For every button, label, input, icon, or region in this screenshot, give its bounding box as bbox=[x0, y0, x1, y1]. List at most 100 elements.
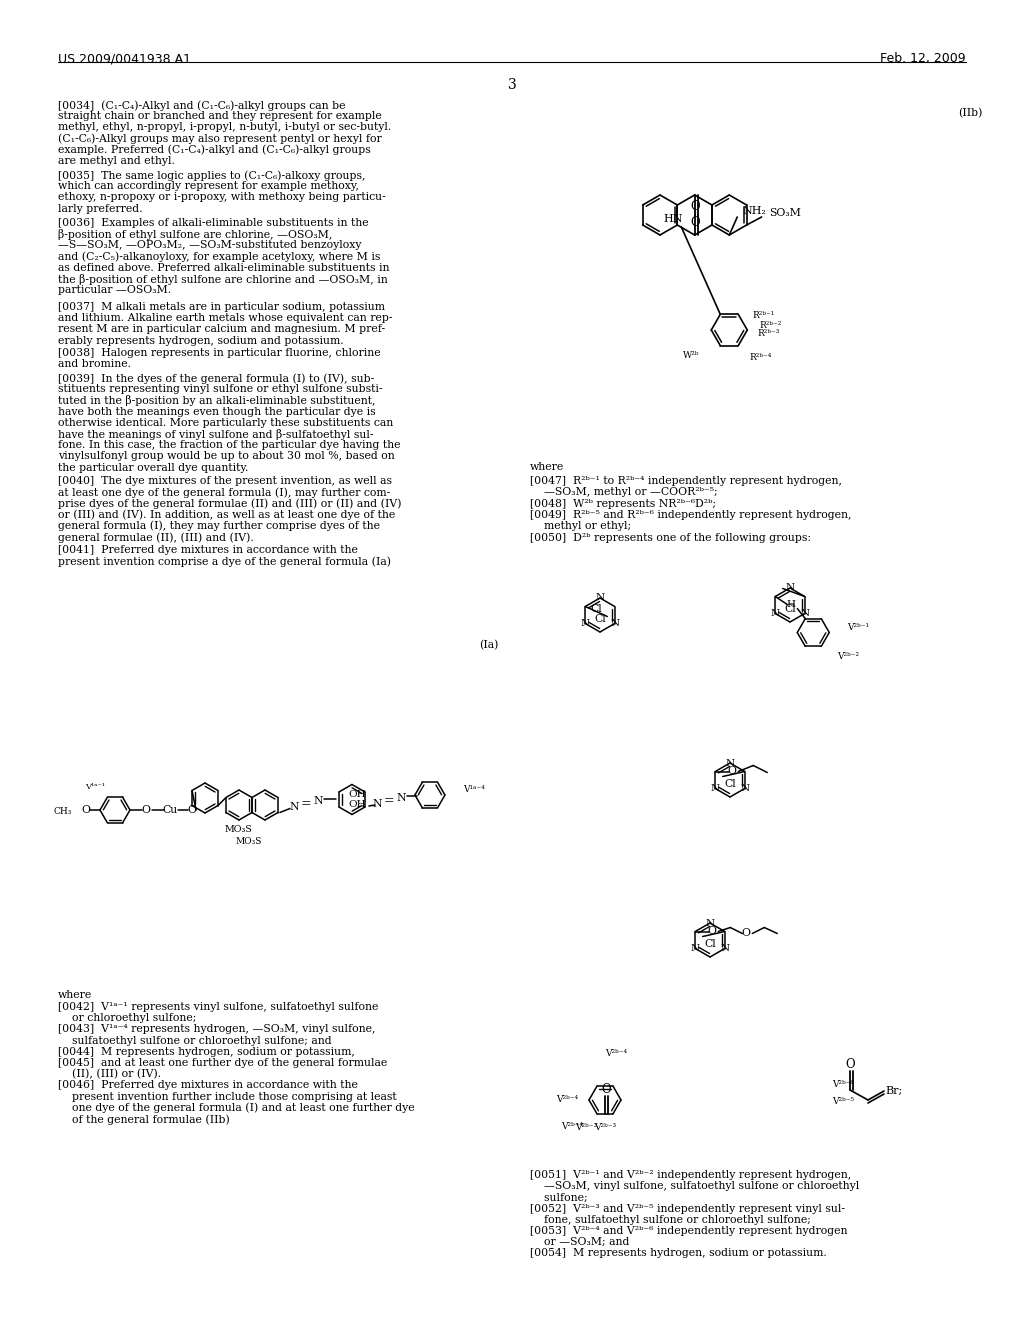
Text: fone. In this case, the fraction of the particular dye having the: fone. In this case, the fraction of the … bbox=[58, 440, 400, 450]
Text: the β-position of ethyl sulfone are chlorine and —OSO₃M, in: the β-position of ethyl sulfone are chlo… bbox=[58, 275, 388, 285]
Text: larly preferred.: larly preferred. bbox=[58, 203, 142, 214]
Text: H: H bbox=[786, 601, 796, 609]
Text: [0054]  M represents hydrogen, sodium or potassium.: [0054] M represents hydrogen, sodium or … bbox=[530, 1249, 826, 1258]
Text: stituents representing vinyl sulfone or ethyl sulfone substi-: stituents representing vinyl sulfone or … bbox=[58, 384, 383, 395]
Text: which can accordingly represent for example methoxy,: which can accordingly represent for exam… bbox=[58, 181, 359, 191]
Text: V²ᵇ⁻⁴: V²ᵇ⁻⁴ bbox=[556, 1096, 579, 1105]
Text: =: = bbox=[384, 795, 394, 808]
Text: general formula (I), they may further comprise dyes of the: general formula (I), they may further co… bbox=[58, 521, 380, 532]
Text: one dye of the general formula (I) and at least one further dye: one dye of the general formula (I) and a… bbox=[58, 1102, 415, 1113]
Text: example. Preferred (C₁-C₄)-alkyl and (C₁-C₆)-alkyl groups: example. Preferred (C₁-C₄)-alkyl and (C₁… bbox=[58, 145, 371, 156]
Text: and (C₂-C₅)-alkanoyloxy, for example acetyloxy, where M is: and (C₂-C₅)-alkanoyloxy, for example ace… bbox=[58, 252, 380, 263]
Text: (IIb): (IIb) bbox=[958, 108, 982, 119]
Text: straight chain or branched and they represent for example: straight chain or branched and they repr… bbox=[58, 111, 382, 121]
Text: V²ᵇ⁻²: V²ᵇ⁻² bbox=[838, 652, 859, 661]
Text: [0043]  V¹ᵃ⁻⁴ represents hydrogen, —SO₃M, vinyl sulfone,: [0043] V¹ᵃ⁻⁴ represents hydrogen, —SO₃M,… bbox=[58, 1024, 376, 1035]
Text: O: O bbox=[708, 927, 717, 936]
Text: are methyl and ethyl.: are methyl and ethyl. bbox=[58, 156, 175, 166]
Text: [0048]  W²ᵇ represents NR²ᵇ⁻⁶D²ᵇ;: [0048] W²ᵇ represents NR²ᵇ⁻⁶D²ᵇ; bbox=[530, 499, 716, 510]
Text: [0039]  In the dyes of the general formula (I) to (IV), sub-: [0039] In the dyes of the general formul… bbox=[58, 374, 374, 384]
Text: present invention further include those comprising at least: present invention further include those … bbox=[58, 1092, 396, 1102]
Text: 3: 3 bbox=[508, 78, 516, 92]
Text: N: N bbox=[581, 619, 590, 628]
Text: V²ᵇ⁻⁴: V²ᵇ⁻⁴ bbox=[561, 1122, 583, 1131]
Text: O: O bbox=[691, 216, 700, 230]
Text: CH₃: CH₃ bbox=[53, 808, 72, 817]
Text: N: N bbox=[800, 609, 809, 618]
Text: Feb. 12, 2009: Feb. 12, 2009 bbox=[881, 51, 966, 65]
Text: tuted in the β-position by an alkali-eliminable substituent,: tuted in the β-position by an alkali-eli… bbox=[58, 396, 376, 407]
Text: methyl or ethyl;: methyl or ethyl; bbox=[530, 521, 631, 531]
Text: =: = bbox=[301, 797, 311, 810]
Text: [0036]  Examples of alkali-eliminable substituents in the: [0036] Examples of alkali-eliminable sub… bbox=[58, 218, 369, 228]
Text: N: N bbox=[396, 793, 406, 803]
Text: (C₁-C₆)-Alkyl groups may also represent pentyl or hexyl for: (C₁-C₆)-Alkyl groups may also represent … bbox=[58, 133, 382, 144]
Text: [0047]  R²ᵇ⁻¹ to R²ᵇ⁻⁴ independently represent hydrogen,: [0047] R²ᵇ⁻¹ to R²ᵇ⁻⁴ independently repr… bbox=[530, 477, 842, 486]
Text: O: O bbox=[728, 767, 737, 776]
Text: ethoxy, n-propoxy or i-propoxy, with methoxy being particu-: ethoxy, n-propoxy or i-propoxy, with met… bbox=[58, 193, 386, 202]
Text: HN: HN bbox=[664, 214, 683, 224]
Text: [0035]  The same logic applies to (C₁-C₆)-alkoxy groups,: [0035] The same logic applies to (C₁-C₆)… bbox=[58, 170, 366, 181]
Text: N: N bbox=[610, 619, 620, 628]
Text: methyl, ethyl, n-propyl, i-propyl, n-butyl, i-butyl or sec-butyl.: methyl, ethyl, n-propyl, i-propyl, n-but… bbox=[58, 123, 391, 132]
Text: sulfone;: sulfone; bbox=[530, 1192, 588, 1203]
Text: MO₃S: MO₃S bbox=[236, 837, 262, 846]
Text: W²ᵇ: W²ᵇ bbox=[683, 351, 699, 360]
Text: O: O bbox=[187, 805, 197, 814]
Text: N: N bbox=[289, 801, 299, 812]
Text: R²ᵇ⁻²: R²ᵇ⁻² bbox=[759, 322, 781, 330]
Text: of the general formulae (IIb): of the general formulae (IIb) bbox=[58, 1114, 229, 1125]
Text: O: O bbox=[601, 1084, 610, 1097]
Text: or chloroethyl sulfone;: or chloroethyl sulfone; bbox=[58, 1014, 197, 1023]
Text: V²ᵇ⁻⁶: V²ᵇ⁻⁶ bbox=[831, 1080, 854, 1089]
Text: V²ᵇ⁻³: V²ᵇ⁻³ bbox=[574, 1123, 597, 1133]
Text: V¹ᵃ⁻¹: V¹ᵃ⁻¹ bbox=[85, 783, 105, 791]
Text: [0051]  V²ᵇ⁻¹ and V²ᵇ⁻² independently represent hydrogen,: [0051] V²ᵇ⁻¹ and V²ᵇ⁻² independently rep… bbox=[530, 1170, 851, 1180]
Text: Cu: Cu bbox=[163, 805, 177, 814]
Text: N: N bbox=[313, 796, 323, 805]
Text: —S—SO₃M, —OPO₃M₂, —SO₃M-substituted benzoyloxy: —S—SO₃M, —OPO₃M₂, —SO₃M-substituted benz… bbox=[58, 240, 361, 251]
Text: —SO₃M, vinyl sulfone, sulfatoethyl sulfone or chloroethyl: —SO₃M, vinyl sulfone, sulfatoethyl sulfo… bbox=[530, 1181, 859, 1191]
Text: OH: OH bbox=[348, 789, 366, 799]
Text: Cl: Cl bbox=[591, 605, 602, 615]
Text: and lithium. Alkaline earth metals whose equivalent can rep-: and lithium. Alkaline earth metals whose… bbox=[58, 313, 392, 323]
Text: or (III) and (IV). In addition, as well as at least one dye of the: or (III) and (IV). In addition, as well … bbox=[58, 510, 395, 520]
Text: the particular overall dye quantity.: the particular overall dye quantity. bbox=[58, 462, 249, 473]
Text: general formulae (II), (III) and (IV).: general formulae (II), (III) and (IV). bbox=[58, 532, 254, 543]
Text: [0044]  M represents hydrogen, sodium or potassium,: [0044] M represents hydrogen, sodium or … bbox=[58, 1047, 355, 1057]
Text: N: N bbox=[595, 594, 604, 602]
Text: [0042]  V¹ᵃ⁻¹ represents vinyl sulfone, sulfatoethyl sulfone: [0042] V¹ᵃ⁻¹ represents vinyl sulfone, s… bbox=[58, 1002, 379, 1012]
Text: V²ᵇ⁻³: V²ᵇ⁻³ bbox=[594, 1123, 616, 1133]
Text: Cl: Cl bbox=[784, 605, 796, 614]
Text: US 2009/0041938 A1: US 2009/0041938 A1 bbox=[58, 51, 191, 65]
Text: at least one dye of the general formula (I), may further com-: at least one dye of the general formula … bbox=[58, 487, 390, 498]
Text: [0037]  M alkali metals are in particular sodium, potassium: [0037] M alkali metals are in particular… bbox=[58, 302, 385, 312]
Text: vinylsulfonyl group would be up to about 30 mol %, based on: vinylsulfonyl group would be up to about… bbox=[58, 451, 394, 462]
Text: O: O bbox=[845, 1059, 855, 1072]
Text: β-position of ethyl sulfone are chlorine, —OSO₃M,: β-position of ethyl sulfone are chlorine… bbox=[58, 230, 333, 240]
Text: —SO₃M, methyl or —COOR²ᵇ⁻⁵;: —SO₃M, methyl or —COOR²ᵇ⁻⁵; bbox=[530, 487, 718, 498]
Text: where: where bbox=[58, 990, 92, 1001]
Text: N: N bbox=[720, 944, 729, 953]
Text: N: N bbox=[711, 784, 720, 793]
Text: particular —OSO₃M.: particular —OSO₃M. bbox=[58, 285, 171, 296]
Text: [0049]  R²ᵇ⁻⁵ and R²ᵇ⁻⁶ independently represent hydrogen,: [0049] R²ᵇ⁻⁵ and R²ᵇ⁻⁶ independently rep… bbox=[530, 510, 852, 520]
Text: V²ᵇ⁻¹: V²ᵇ⁻¹ bbox=[847, 623, 869, 632]
Text: N: N bbox=[771, 609, 780, 618]
Text: MO₃S: MO₃S bbox=[225, 825, 253, 834]
Text: prise dyes of the general formulae (II) and (III) or (II) and (IV): prise dyes of the general formulae (II) … bbox=[58, 499, 401, 510]
Text: erably represents hydrogen, sodium and potassium.: erably represents hydrogen, sodium and p… bbox=[58, 335, 344, 346]
Text: O: O bbox=[691, 201, 700, 214]
Text: [0040]  The dye mixtures of the present invention, as well as: [0040] The dye mixtures of the present i… bbox=[58, 477, 392, 486]
Text: SO₃M: SO₃M bbox=[769, 209, 801, 218]
Text: V²ᵇ⁻⁴: V²ᵇ⁻⁴ bbox=[605, 1049, 627, 1059]
Text: resent M are in particular calcium and magnesium. M pref-: resent M are in particular calcium and m… bbox=[58, 325, 385, 334]
Text: Cl: Cl bbox=[705, 939, 716, 949]
Text: N: N bbox=[706, 919, 715, 928]
Text: [0053]  V²ᵇ⁻⁴ and V²ᵇ⁻⁶ independently represent hydrogen: [0053] V²ᵇ⁻⁴ and V²ᵇ⁻⁶ independently rep… bbox=[530, 1226, 848, 1236]
Text: O: O bbox=[82, 805, 90, 814]
Text: N: N bbox=[785, 583, 795, 593]
Text: R²ᵇ⁻⁴: R²ᵇ⁻⁴ bbox=[750, 354, 772, 363]
Text: [0034]  (C₁-C₄)-Alkyl and (C₁-C₆)-alkyl groups can be: [0034] (C₁-C₄)-Alkyl and (C₁-C₆)-alkyl g… bbox=[58, 100, 345, 111]
Text: N: N bbox=[372, 799, 382, 809]
